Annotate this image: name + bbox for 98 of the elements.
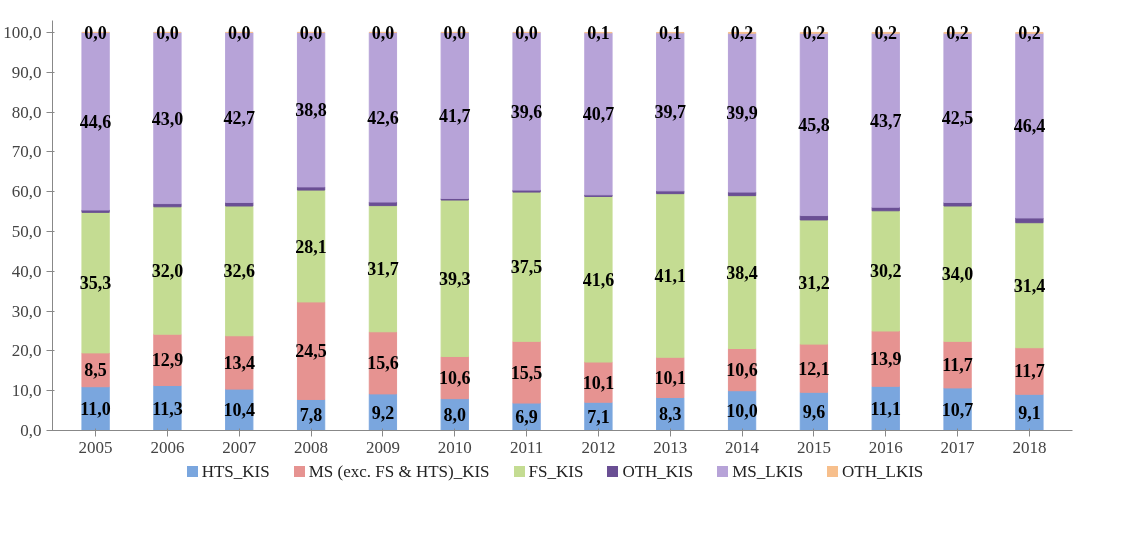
data-label: 45,8 [798, 114, 830, 135]
data-label: 32,6 [223, 261, 256, 282]
data-label: 42,6 [367, 107, 399, 128]
data-label: 0,0 [515, 22, 538, 43]
data-label: 0,1 [587, 23, 610, 44]
y-tick-label: 20,0 [11, 341, 42, 361]
x-tick-label: 2006 [150, 437, 185, 457]
data-label: 9,2 [371, 402, 395, 423]
x-tick-label: 2017 [940, 437, 976, 457]
data-label: 32,0 [151, 260, 184, 281]
y-tick-label: 90,0 [11, 62, 42, 82]
data-label: 0,0 [299, 22, 323, 43]
data-label: 41,7 [439, 105, 471, 126]
data-label: 34,0 [941, 264, 974, 285]
data-label: 11,7 [1014, 361, 1045, 382]
data-label: 43,7 [869, 110, 902, 131]
data-label: 43,0 [151, 108, 184, 129]
x-tick-label: 2014 [725, 437, 760, 457]
x-tick-label: 2015 [796, 437, 831, 457]
data-label: 10,6 [439, 368, 471, 389]
x-tick-label: 2011 [509, 437, 544, 457]
data-label: 0,0 [156, 22, 179, 43]
x-tick-label: 2012 [581, 437, 616, 457]
data-label: 11,1 [870, 398, 901, 419]
y-tick-label: 30,0 [11, 301, 42, 321]
x-tick-label: 2018 [1012, 437, 1047, 457]
y-tick-label: 10,0 [11, 381, 42, 401]
legend-label: MS_LKIS [731, 462, 804, 481]
data-label: 0,2 [946, 23, 969, 44]
y-tick-label: 80,0 [11, 102, 42, 122]
data-label: 0,0 [84, 22, 107, 43]
data-label: 40,7 [582, 104, 615, 125]
data-label: 38,8 [295, 100, 327, 121]
x-tick-label: 2016 [868, 437, 903, 457]
data-label: 6,9 [515, 407, 538, 428]
y-tick-label: 50,0 [11, 221, 42, 241]
x-tick-label: 2013 [653, 437, 688, 457]
data-label: 13,4 [223, 352, 256, 373]
data-label: 7,1 [587, 406, 610, 427]
data-label: 39,9 [726, 103, 758, 124]
x-tick-label: 2007 [222, 437, 257, 457]
data-label: 35,3 [79, 273, 112, 294]
data-label: 11,0 [80, 399, 111, 420]
data-label: 0,0 [443, 22, 466, 43]
data-label: 37,5 [510, 257, 543, 278]
data-label: 41,1 [654, 265, 686, 286]
data-label: 15,6 [367, 353, 399, 374]
data-label: 28,1 [295, 236, 327, 257]
y-tick-label: 60,0 [11, 182, 42, 202]
y-tick-label: 40,0 [11, 261, 42, 281]
x-tick-label: 2010 [437, 437, 472, 457]
y-tick-label: 100,0 [3, 22, 42, 42]
data-label: 39,6 [510, 101, 543, 122]
data-label: 13,9 [869, 349, 902, 370]
data-label: 31,4 [1013, 275, 1046, 296]
data-label: 8,5 [84, 360, 107, 381]
data-label: 10,1 [582, 372, 615, 393]
legend-label: MS (exc. FS & HTS)_KIS [307, 462, 490, 481]
data-label: 24,5 [295, 341, 327, 362]
data-label: 46,4 [1013, 116, 1046, 137]
data-label: 31,7 [367, 259, 399, 280]
data-label: 0,2 [802, 23, 826, 44]
x-tick-label: 2008 [294, 437, 329, 457]
data-label: 0,2 [730, 23, 754, 44]
data-label: 39,7 [654, 102, 686, 123]
data-label: 9,1 [1018, 402, 1041, 423]
data-label: 7,8 [299, 405, 323, 426]
data-label: 30,2 [869, 261, 902, 282]
x-tick-label: 2009 [365, 437, 400, 457]
data-label: 9,6 [802, 401, 826, 422]
y-tick-label: 70,0 [11, 142, 42, 162]
data-label: 0,0 [371, 22, 395, 43]
data-label: 39,3 [439, 268, 471, 289]
data-label: 11,3 [152, 398, 183, 419]
data-label: 11,7 [942, 355, 973, 376]
data-label: 0,2 [874, 23, 897, 44]
x-tick-label: 2005 [78, 437, 113, 457]
legend-label: HTS_KIS [200, 462, 270, 481]
legend-label: OTH_KIS [621, 462, 694, 481]
data-label: 8,3 [659, 404, 682, 425]
data-label: 15,5 [510, 362, 543, 383]
data-label: 10,6 [726, 360, 758, 381]
data-label: 38,4 [726, 262, 758, 283]
data-label: 12,1 [798, 358, 830, 379]
legend-label: FS_KIS [527, 462, 584, 481]
data-label: 42,5 [941, 108, 974, 129]
data-label: 0,2 [1018, 23, 1041, 44]
legend-label: OTH_LKIS [841, 462, 924, 481]
data-label: 41,6 [582, 269, 615, 290]
data-label: 12,9 [151, 350, 184, 371]
data-label: 42,7 [223, 107, 256, 128]
data-label: 0,0 [228, 22, 251, 43]
data-label: 10,1 [654, 367, 686, 388]
data-label: 8,0 [443, 405, 466, 426]
data-label: 44,6 [79, 111, 112, 132]
data-label: 31,2 [798, 272, 830, 293]
y-tick-label: 0,0 [20, 421, 42, 440]
data-label: 0,1 [659, 23, 682, 44]
